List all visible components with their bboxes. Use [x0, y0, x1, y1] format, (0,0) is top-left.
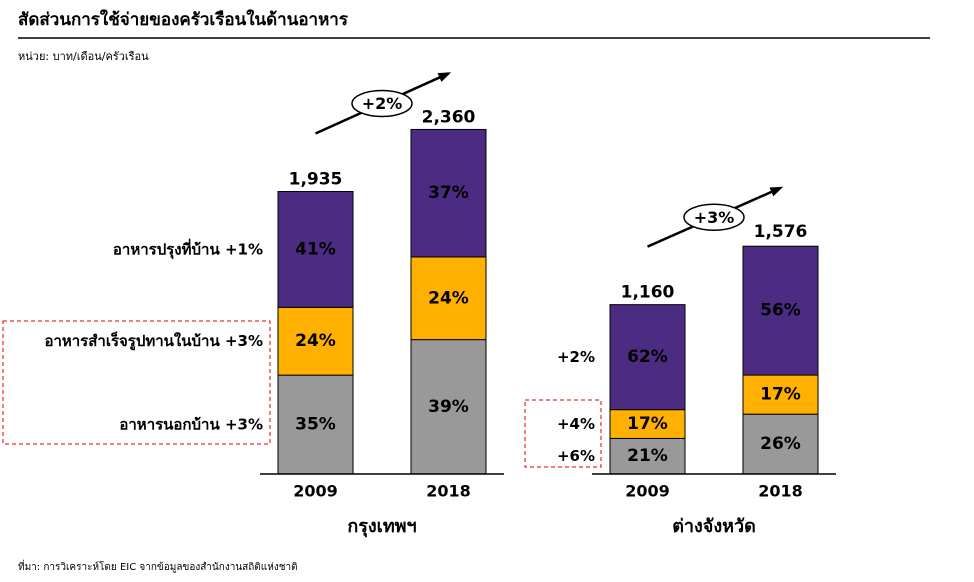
series-growth: +2%: [557, 348, 595, 366]
highlight-box: [524, 399, 602, 468]
growth-badge: [351, 89, 413, 118]
series-growth: +3%: [225, 332, 263, 350]
segment-label: 56%: [760, 301, 801, 321]
x-axis-label: ต่างจังหวัด: [672, 516, 756, 537]
series-label: +2%: [557, 348, 595, 366]
total-label: 2,360: [422, 107, 476, 127]
segment-label: 39%: [428, 397, 469, 417]
segment-label: 41%: [295, 239, 336, 259]
series-name: อาหารสำเร็จรูปทานในบ้าน: [44, 331, 220, 351]
segment-label: 62%: [627, 347, 668, 367]
x-axis-label: กรุงเทพฯ: [347, 516, 416, 538]
series-name: อาหารนอกบ้าน: [119, 415, 220, 433]
bar-segment: [410, 128, 487, 258]
bar-segment: [277, 374, 354, 475]
subtitle: หน่วย: บาท/เดือน/ครัวเรือน: [18, 50, 149, 63]
series-label: +6%: [557, 447, 595, 465]
total-label: 1,576: [754, 222, 808, 242]
arrow-head: [769, 186, 784, 197]
bar-segment: [410, 339, 487, 475]
series-growth: +3%: [225, 415, 263, 433]
growth-badge: [683, 203, 745, 232]
segment-label: 17%: [627, 414, 668, 434]
bar-segment: [609, 437, 686, 475]
bar-segment: [742, 245, 819, 376]
series-name: อาหารปรุงที่บ้าน: [113, 238, 221, 259]
bar-segment: [742, 413, 819, 475]
bar-segment: [609, 409, 686, 439]
segment-label: 37%: [428, 183, 469, 203]
bar-segment: [742, 374, 819, 415]
growth-annotation: +2%: [362, 94, 403, 113]
bar-segment: [609, 304, 686, 411]
total-label: 1,935: [289, 169, 343, 189]
series-label: อาหารสำเร็จรูปทานในบ้าน +3%: [44, 331, 263, 351]
series-label: อาหารนอกบ้าน +3%: [119, 415, 263, 433]
segment-label: 26%: [760, 434, 801, 454]
series-label: +4%: [557, 415, 595, 433]
segment-label: 24%: [295, 331, 336, 351]
bar-segment: [277, 190, 354, 308]
x-tick-label: 2009: [625, 482, 670, 501]
x-tick-label: 2018: [758, 482, 803, 501]
highlight-box: [2, 320, 271, 445]
series-label: อาหารปรุงที่บ้าน +1%: [113, 238, 263, 259]
segment-label: 21%: [627, 446, 668, 466]
segment-label: 17%: [760, 385, 801, 405]
series-growth: +4%: [557, 415, 595, 433]
arrow-head: [437, 72, 452, 82]
total-label: 1,160: [621, 283, 675, 303]
growth-annotation: +3%: [694, 208, 735, 227]
chart-title: สัดส่วนการใช้จ่ายของครัวเรือนในด้านอาหาร: [18, 9, 349, 30]
x-tick-label: 2018: [426, 482, 471, 501]
series-growth: +1%: [225, 240, 263, 258]
segment-label: 35%: [295, 415, 336, 435]
source-note: ที่มา: การวิเคราะห์โดย EIC จากข้อมูลของส…: [18, 559, 298, 573]
bar-segment: [410, 256, 487, 341]
series-growth: +6%: [557, 447, 595, 465]
x-tick-label: 2009: [293, 482, 338, 501]
segment-label: 24%: [428, 288, 469, 308]
